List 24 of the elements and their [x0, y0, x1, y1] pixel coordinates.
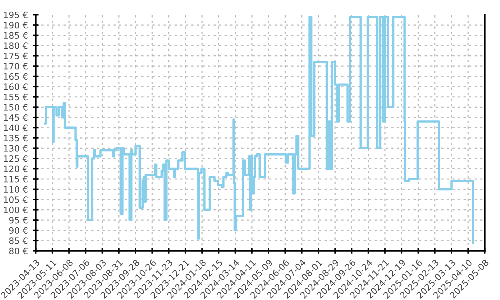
y-tick-label: 145 € — [4, 114, 28, 122]
y-tick-label: 140 € — [4, 124, 28, 132]
y-tick-label: 105 € — [4, 196, 28, 204]
y-tick-label: 80 € — [9, 248, 28, 255]
y-tick-label: 90 € — [9, 227, 28, 234]
y-tick-label: 150 € — [4, 104, 28, 111]
y-tick-label: 85 € — [9, 238, 28, 244]
y-tick-label: 190 € — [4, 22, 28, 29]
y-tick-label: 165 € — [4, 73, 28, 80]
y-tick-label: 185 € — [4, 32, 28, 39]
y-tick-label: 175 € — [4, 52, 28, 60]
y-tick-label: 100 € — [4, 206, 28, 214]
y-tick-label: 130 € — [4, 145, 28, 152]
y-tick-label: 95 € — [9, 217, 28, 224]
y-tick-label: 115 € — [4, 176, 28, 183]
y-tick-label: 195 € — [4, 12, 28, 18]
y-tick-label: 155 € — [4, 94, 28, 101]
y-tick-label: 180 € — [4, 42, 28, 50]
y-tick-label: 135 € — [4, 135, 28, 142]
y-tick-label: 120 € — [4, 166, 28, 172]
y-tick-label: 170 € — [4, 63, 28, 70]
y-tick-label: 160 € — [4, 84, 28, 90]
y-tick-label: 110 € — [4, 186, 28, 193]
y-tick-label: 125 € — [4, 156, 28, 162]
